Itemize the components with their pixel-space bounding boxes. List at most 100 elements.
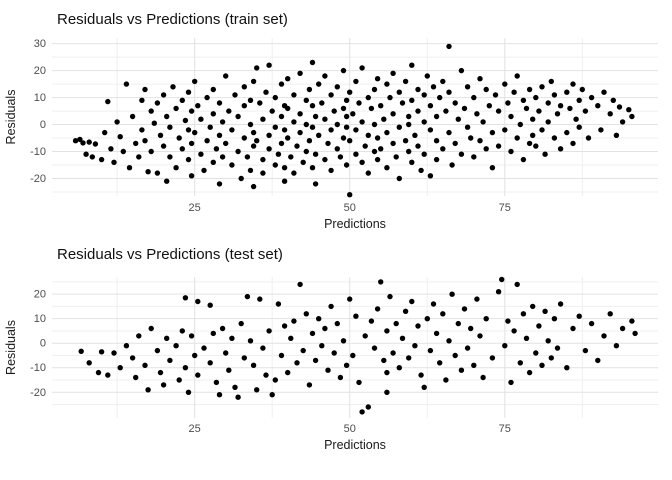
data-point <box>235 394 241 400</box>
data-point <box>393 154 399 160</box>
data-point <box>446 129 452 136</box>
data-point <box>325 367 331 373</box>
data-point <box>306 382 313 388</box>
data-point <box>458 367 465 373</box>
data-point <box>418 372 424 378</box>
data-point <box>334 121 340 128</box>
data-point <box>533 350 539 356</box>
data-point <box>365 94 371 101</box>
data-point <box>347 192 353 198</box>
data-point <box>427 103 434 109</box>
data-point <box>607 311 613 317</box>
data-point <box>266 146 272 152</box>
data-point <box>374 306 381 312</box>
data-point <box>266 132 272 138</box>
data-point <box>223 350 229 356</box>
data-point <box>241 135 247 141</box>
data-point <box>337 374 344 381</box>
data-point <box>111 159 117 165</box>
data-point <box>148 148 154 155</box>
data-point <box>353 313 359 319</box>
data-point <box>213 379 220 386</box>
data-point <box>483 146 489 152</box>
data-point <box>328 167 334 174</box>
plot-title-test: Residuals vs Predictions (test set) <box>57 246 283 263</box>
data-point <box>582 108 589 114</box>
data-point <box>564 89 570 95</box>
data-point <box>328 127 334 133</box>
data-point <box>312 357 319 364</box>
data-point <box>505 318 511 324</box>
data-point <box>188 333 195 339</box>
data-point <box>176 135 182 141</box>
data-point <box>83 151 89 157</box>
data-point <box>126 165 133 171</box>
data-point <box>374 76 381 82</box>
data-point <box>129 355 136 361</box>
data-point <box>309 124 316 130</box>
data-point <box>468 325 474 332</box>
data-point <box>192 352 198 359</box>
data-point <box>477 138 483 144</box>
data-point <box>92 141 99 147</box>
data-point <box>418 167 424 174</box>
data-point <box>551 92 558 98</box>
data-point <box>179 146 185 152</box>
data-point <box>306 138 313 144</box>
data-point <box>542 151 548 157</box>
data-point <box>263 89 269 95</box>
data-point <box>601 89 607 95</box>
data-point <box>117 365 123 371</box>
data-point <box>350 111 356 117</box>
data-point <box>288 335 294 341</box>
data-point <box>464 124 471 130</box>
data-point <box>616 104 623 110</box>
data-point <box>250 129 257 136</box>
data-point <box>182 295 189 301</box>
data-point <box>291 92 297 98</box>
data-point <box>440 146 446 152</box>
data-point <box>210 330 216 337</box>
data-point <box>384 81 390 87</box>
data-point <box>427 173 434 179</box>
data-point <box>424 316 430 322</box>
data-point <box>347 296 353 302</box>
data-point <box>216 100 223 106</box>
y-tick-label: -10 <box>30 146 46 158</box>
data-point <box>204 94 210 101</box>
data-point <box>223 73 229 79</box>
data-point <box>409 62 415 68</box>
data-point <box>173 343 179 349</box>
data-point <box>573 116 579 122</box>
data-point <box>567 105 573 112</box>
data-point <box>247 97 254 104</box>
data-point <box>626 107 632 113</box>
data-point <box>508 148 514 155</box>
x-axis-title: Predictions <box>324 217 386 231</box>
data-point <box>325 140 331 147</box>
data-point <box>359 119 365 125</box>
data-point <box>384 328 390 334</box>
data-point <box>387 94 393 101</box>
data-point <box>300 347 306 354</box>
data-point <box>210 111 216 117</box>
data-point <box>306 86 313 93</box>
data-point <box>247 167 254 174</box>
data-point <box>319 100 325 106</box>
data-point <box>238 320 244 327</box>
data-point <box>517 360 523 366</box>
data-point <box>188 140 195 147</box>
data-point <box>263 372 269 378</box>
data-point <box>254 65 260 71</box>
data-point <box>102 129 108 136</box>
data-point <box>384 129 390 136</box>
data-point <box>471 94 477 101</box>
data-point <box>437 360 443 366</box>
data-point <box>421 119 427 125</box>
data-point <box>179 328 185 334</box>
data-point <box>601 333 607 339</box>
data-point <box>72 138 79 144</box>
data-point <box>378 103 384 109</box>
data-point <box>489 355 496 361</box>
data-point <box>613 132 620 138</box>
